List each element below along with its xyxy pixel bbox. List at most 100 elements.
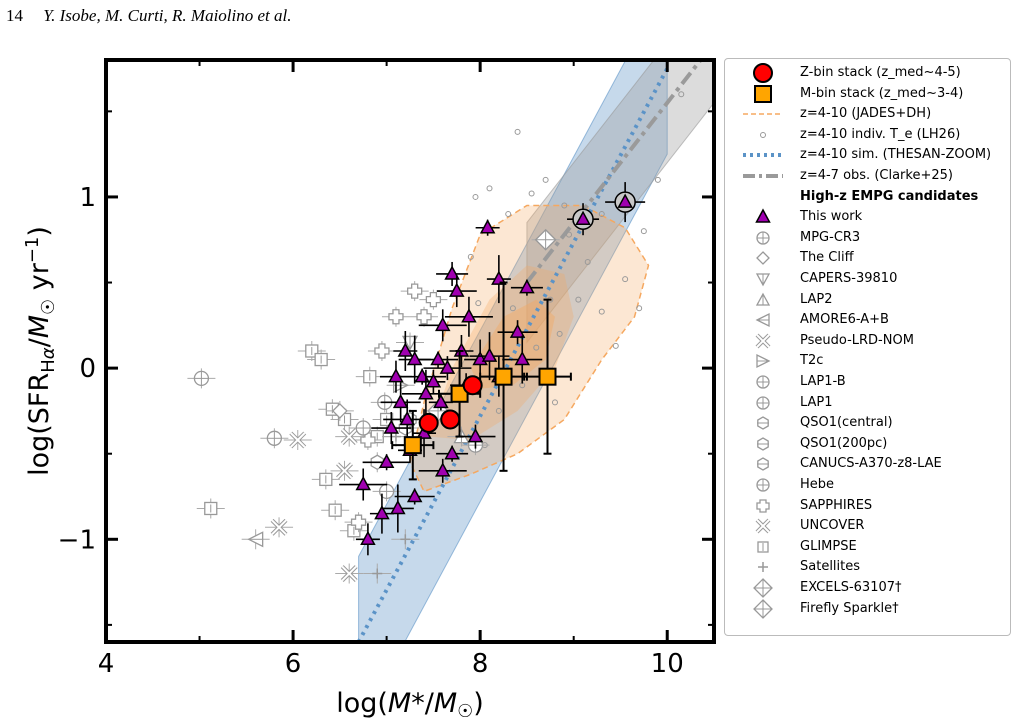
legend-label: z=4-10 indiv. T_e (LH26) <box>800 126 961 142</box>
legend-marker-cliff <box>756 251 770 266</box>
plot-frame <box>104 58 716 644</box>
this-work-point <box>436 275 477 308</box>
this-work-point <box>380 382 421 423</box>
legend-label: Z-bin stack (z_med~4-5) <box>800 65 961 80</box>
legend-marker-mpg <box>756 231 770 245</box>
legend-item-hdr: High-z EMPG candidates <box>725 187 1010 207</box>
legend-marker-hebe <box>756 478 770 492</box>
legend-label: Pseudo-LRD-NOM <box>800 332 914 348</box>
running-head: 14 Y. Isobe, M. Curti, R. Maiolino et al… <box>6 6 292 26</box>
sapphires-point <box>419 289 448 310</box>
this-work-point <box>371 412 412 445</box>
legend-item-glimpse: GLIMPSE <box>725 537 1010 557</box>
legend-item-canucs: CANUCS-A370-z8-LAE <box>725 454 1010 474</box>
legend-item-capers: CAPERS-39810 <box>725 269 1010 289</box>
legend-marker-jades <box>743 113 783 115</box>
legend-label: AMORE6-A+B <box>800 312 889 328</box>
legend-marker-sapphires <box>756 498 770 513</box>
z-bin-stack-point <box>440 409 461 430</box>
this-work-point <box>393 331 418 371</box>
legend-item-satellites: Satellites <box>725 557 1010 577</box>
legend-marker-zbin <box>753 63 773 83</box>
lh26-point <box>495 407 502 414</box>
legend-label: CANUCS-A370-z8-LAE <box>800 456 942 472</box>
cliff-point <box>325 400 354 421</box>
this-work-point <box>381 484 414 533</box>
this-work-point <box>418 350 459 368</box>
lh26-point <box>678 91 685 98</box>
uncover-point <box>283 430 312 451</box>
legend-item-uncover: UNCOVER <box>725 516 1010 536</box>
uncover-point <box>330 460 359 481</box>
legend-label: CAPERS-39810 <box>800 271 898 286</box>
y-axis-label: log(SFRHα/M☉ yr−1) <box>22 226 59 476</box>
lh26-point <box>640 228 647 235</box>
legend-marker-firefly <box>753 598 773 619</box>
legend-marker-lap2 <box>755 292 771 306</box>
legend-item-hebe: Hebe <box>725 475 1010 495</box>
pseudo-point <box>265 517 294 538</box>
m-bin-stack-point <box>523 298 572 455</box>
this-work-point <box>394 487 435 505</box>
legend-item-thiswork: This work <box>725 207 1010 227</box>
legend-marker-glimpse <box>757 541 769 553</box>
lh26-point <box>598 211 605 218</box>
sapphires-point <box>381 306 410 327</box>
jades-contour-inner <box>470 299 555 389</box>
legend-marker-hdr <box>733 187 793 207</box>
excels-point <box>531 228 560 251</box>
satellites-point <box>391 529 420 550</box>
legend-item-zbin: Z-bin stack (z_med~4-5) <box>725 63 1010 83</box>
y-tick-label: −1 <box>58 525 96 555</box>
legend-marker-clarke <box>743 174 783 178</box>
this-work-point <box>510 279 543 296</box>
mpg-point <box>260 428 289 449</box>
clarke-line <box>525 60 704 284</box>
z-bin-stack-point <box>418 412 439 433</box>
this-work-point <box>502 335 543 384</box>
page-number: 14 <box>6 6 23 25</box>
legend-label: QSO1(central) <box>800 415 893 431</box>
legend-marker-pseudo <box>755 333 771 349</box>
legend-label: LAP2 <box>800 291 833 307</box>
glimpse-point <box>196 498 225 519</box>
sapphires-point <box>344 512 373 533</box>
lh26-point <box>533 344 540 351</box>
this-work-point <box>436 261 469 286</box>
lh26-point <box>509 305 516 312</box>
lh26-point <box>636 305 643 312</box>
glimpse-point <box>307 349 336 370</box>
legend-item-lap2: LAP2 <box>725 290 1010 310</box>
legend-label: SAPPHIRES <box>800 497 873 513</box>
legend-item-mbin: M-bin stack (z_med~3-4) <box>725 84 1010 104</box>
legend-label: GLIMPSE <box>800 538 857 554</box>
y-tick-label: 0 <box>79 354 96 384</box>
lh26-point <box>528 190 535 197</box>
this-work-point <box>418 309 467 342</box>
this-work-point <box>475 219 500 236</box>
legend: Z-bin stack (z_med~4-5) M-bin stack (z_me… <box>724 58 1011 636</box>
legend-item-cliff: The Cliff <box>725 248 1010 268</box>
z-bin-stack-point <box>462 375 483 396</box>
x-tick-label: 8 <box>472 649 489 679</box>
uncover-point <box>335 563 364 584</box>
amore-point <box>241 529 270 550</box>
legend-item-thesan: z=4-10 sim. (THESAN-ZOOM) <box>725 145 1010 165</box>
mpg-point <box>187 368 216 389</box>
legend-marker-qso1c <box>757 416 769 430</box>
legend-item-lh26: z=4-10 indiv. T_e (LH26) <box>725 125 1010 145</box>
legend-item-sapphires: SAPPHIRES <box>725 496 1010 516</box>
legend-label: MPG-CR3 <box>800 229 861 245</box>
legend-label: Satellites <box>800 559 861 575</box>
legend-label: QSO1(200pc) <box>800 435 888 451</box>
legend-marker-lap1b <box>756 375 770 389</box>
this-work-point <box>362 453 411 471</box>
legend-label: LAP1 <box>800 394 833 410</box>
x-tick-label: 10 <box>651 649 684 679</box>
lh26-point <box>467 253 474 260</box>
lh26-point <box>566 231 573 238</box>
sapphires-point <box>400 281 429 302</box>
legend-item-lap1: LAP1 <box>725 393 1010 413</box>
legend-marker-lh26 <box>760 131 766 138</box>
